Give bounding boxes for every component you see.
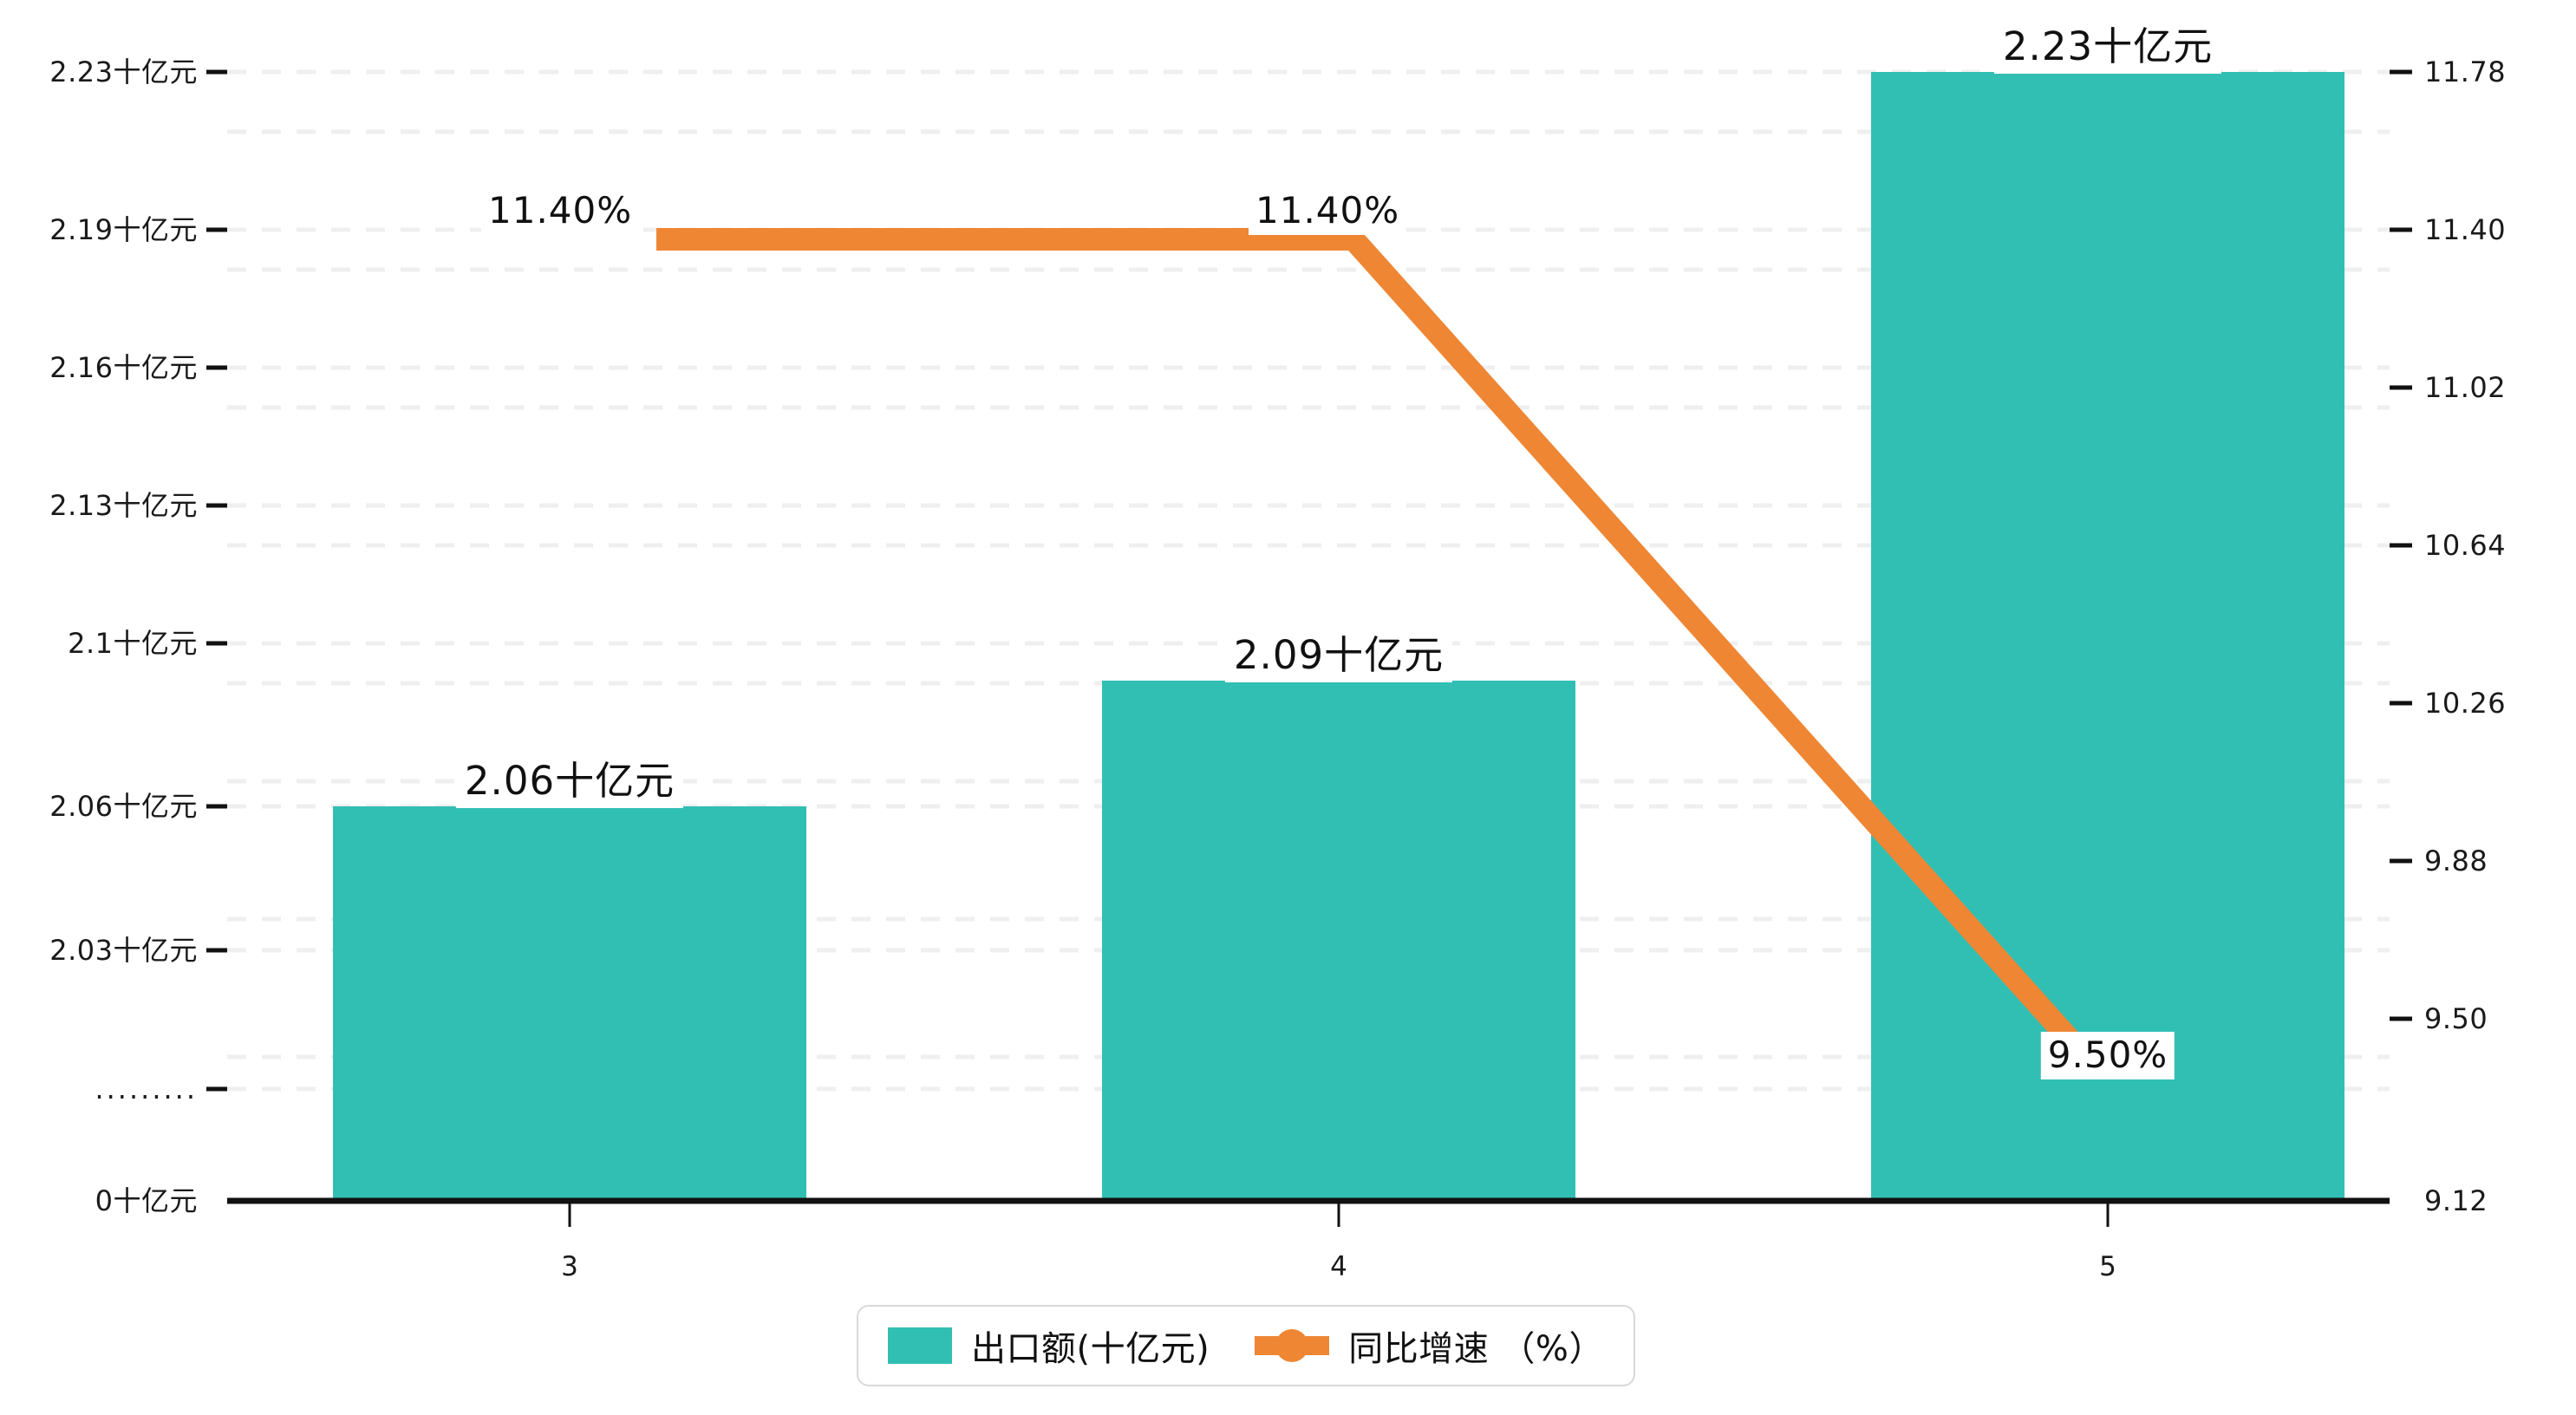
y-axis-right-tick-label: 11.78 [2424, 55, 2507, 88]
y-axis-break-label: ......... [95, 1073, 198, 1105]
legend-item-label: 同比增速 （%） [1348, 1329, 1604, 1369]
y-axis-left-ticks [206, 69, 227, 1092]
bar-value-label: 2.09十亿元 [1224, 631, 1453, 683]
y-axis-right-tick-label: 11.02 [2424, 371, 2507, 404]
bar-3 [333, 806, 806, 1201]
bar-value-label: 2.23十亿元 [1993, 23, 2222, 75]
legend-line-marker-icon [1255, 1327, 1330, 1364]
y-axis-right-tick-label: 9.88 [2424, 844, 2488, 877]
y-axis-left-tick-label: 2.16十亿元 [49, 351, 198, 384]
y-axis-right-tick-label: 10.26 [2424, 687, 2507, 720]
x-axis-tick-label: 5 [2099, 1251, 2116, 1282]
y-axis-left-tick-label: 2.13十亿元 [49, 489, 198, 522]
x-axis-tick-label: 4 [1330, 1251, 1347, 1282]
y-axis-right-tick-label: 9.50 [2424, 1002, 2488, 1035]
y-axis-left-tick-label: 2.03十亿元 [49, 934, 198, 967]
y-axis-left-tick-label: 2.19十亿元 [49, 213, 198, 246]
bar-series [333, 72, 2344, 1201]
legend-item-yoy-growth[interactable]: 同比增速 （%） [1255, 1320, 1604, 1371]
line-path [656, 228, 2079, 1048]
legend-bar-swatch-icon [888, 1327, 952, 1364]
legend-circle-marker-icon [1275, 1329, 1309, 1362]
x-axis-tick-label: 3 [561, 1251, 578, 1282]
line-series [656, 228, 2079, 1048]
y-axis-right-tick-label: 11.40 [2424, 213, 2507, 246]
y-axis-right-ticks [2390, 69, 2412, 1021]
bar-4 [1102, 681, 1575, 1201]
x-axis-ticks [568, 1201, 2110, 1227]
legend-item-label: 出口额(十亿元) [971, 1329, 1210, 1369]
y-axis-right-tick-label: 9.12 [2424, 1184, 2488, 1217]
y-axis-left-tick-label: 2.06十亿元 [49, 790, 198, 823]
line-value-label: 11.40% [1249, 187, 1407, 236]
y-axis-left-tick-label: 2.23十亿元 [49, 55, 198, 88]
chart-legend: 出口额(十亿元) 同比增速 （%） [857, 1305, 1635, 1386]
bar-5 [1871, 72, 2344, 1201]
bar-value-label: 2.06十亿元 [455, 757, 684, 809]
y-axis-left-tick-label: 2.1十亿元 [68, 627, 198, 660]
line-value-label: 9.50% [2040, 1032, 2175, 1080]
legend-item-export-value[interactable]: 出口额(十亿元) [888, 1320, 1210, 1371]
line-value-label: 11.40% [481, 187, 640, 236]
y-axis-right-tick-label: 10.64 [2424, 529, 2507, 562]
y-axis-left-tick-label: 0十亿元 [95, 1184, 198, 1217]
